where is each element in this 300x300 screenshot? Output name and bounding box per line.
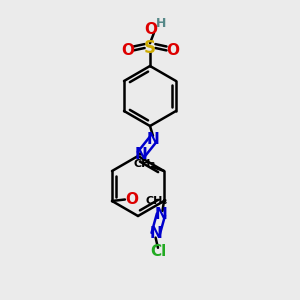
Text: N: N: [149, 226, 162, 242]
Text: O: O: [121, 43, 134, 58]
Text: CH₃: CH₃: [145, 196, 167, 206]
Text: O: O: [125, 192, 138, 207]
Text: Cl: Cl: [151, 244, 167, 259]
Text: N: N: [154, 207, 167, 222]
Text: O: O: [166, 43, 179, 58]
Text: CH₃: CH₃: [134, 159, 156, 170]
Text: N: N: [147, 132, 159, 147]
Text: O: O: [145, 22, 158, 37]
Text: H: H: [156, 17, 167, 31]
Text: S: S: [144, 39, 156, 57]
Text: N: N: [135, 147, 147, 162]
